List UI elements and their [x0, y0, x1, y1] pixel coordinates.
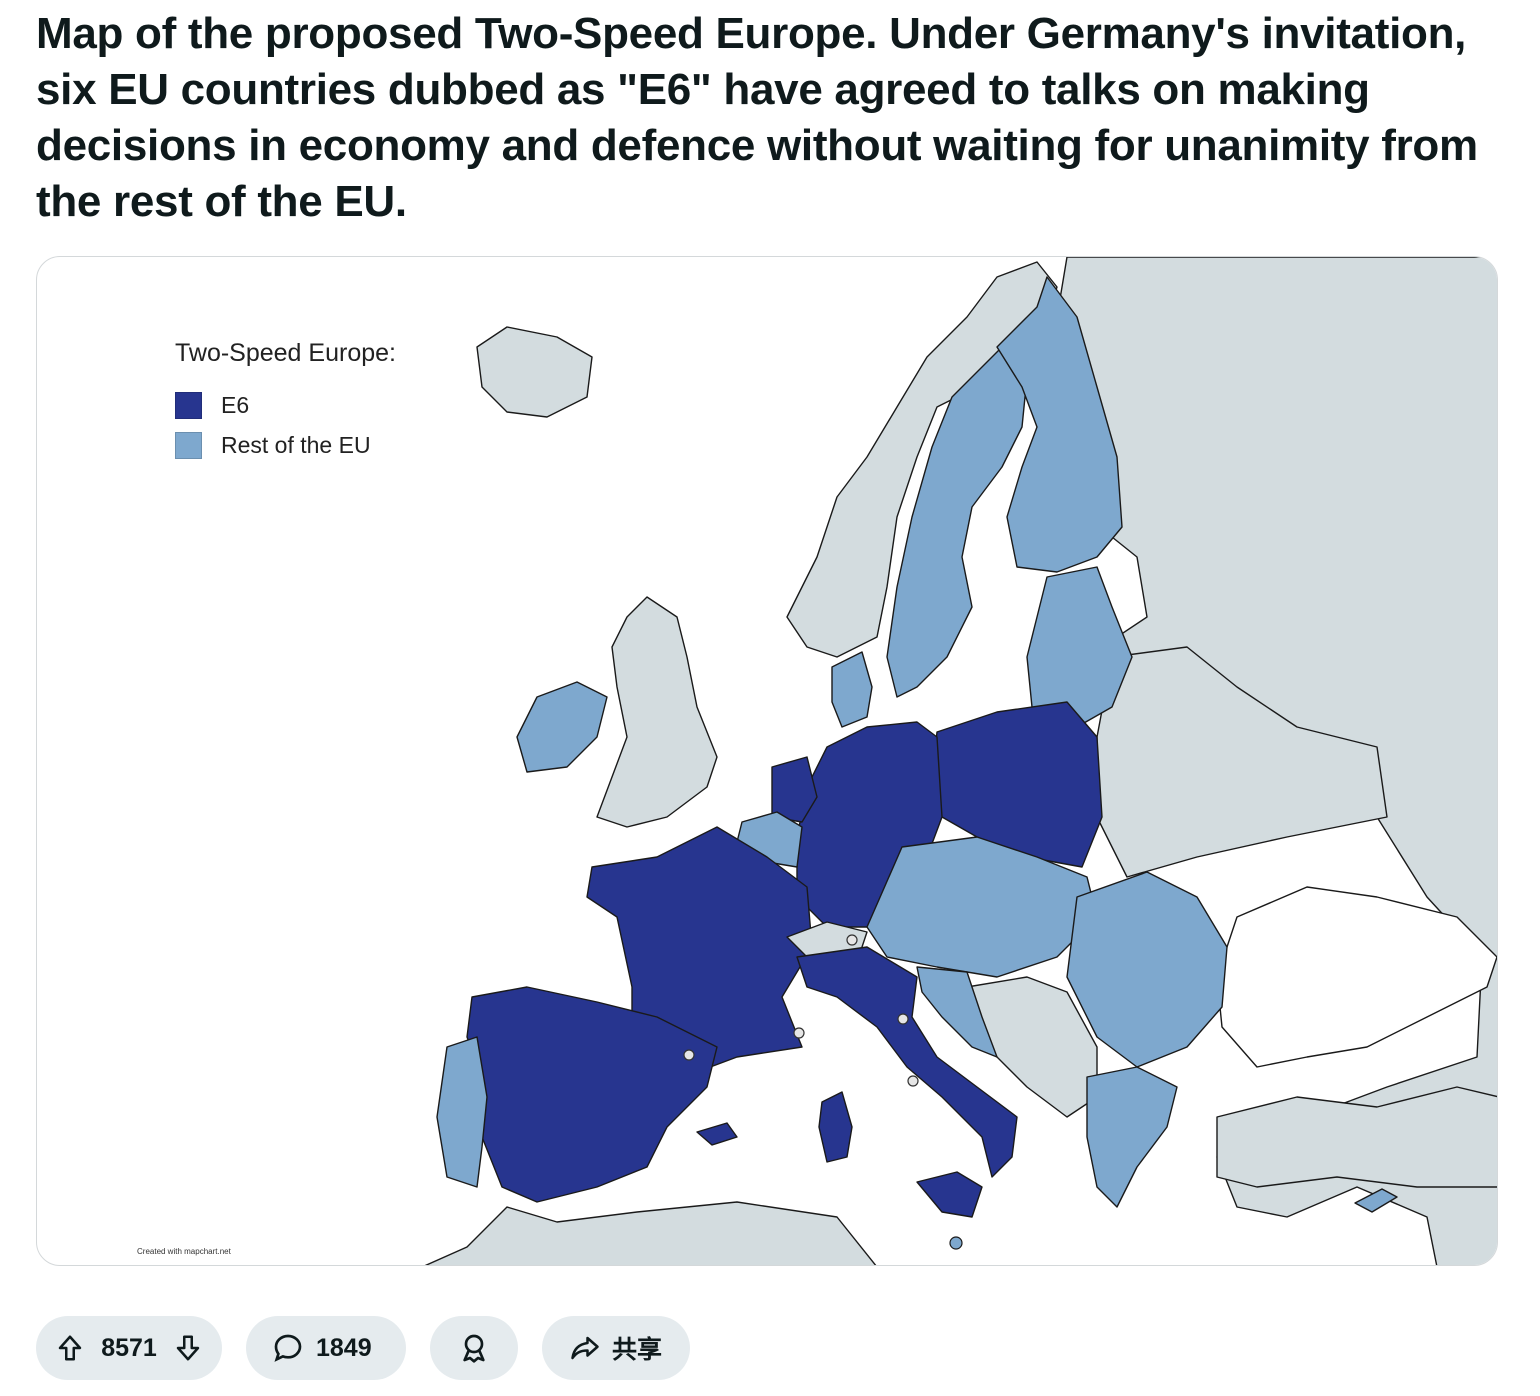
europe-map — [424, 257, 1497, 1265]
turkey-region — [1216, 1086, 1497, 1188]
upvote-count: 8571 — [101, 1333, 157, 1362]
post-image[interactable]: Two-Speed Europe: E6 Rest of the EU Crea… — [36, 256, 1498, 1266]
sardinia-region — [818, 1091, 853, 1163]
legend-item-e6: E6 — [175, 385, 396, 425]
netherlands-region — [771, 756, 818, 823]
map-credit: Created with mapchart.net — [137, 1247, 231, 1256]
comments-button[interactable]: 1849 — [246, 1316, 406, 1380]
cyprus-region — [1354, 1188, 1398, 1213]
denmark-region — [831, 651, 873, 728]
share-button[interactable]: 共享 — [542, 1316, 690, 1380]
balearic-region — [696, 1122, 738, 1146]
share-icon — [571, 1336, 599, 1360]
finland-region — [996, 276, 1123, 573]
upvote-button[interactable] — [52, 1328, 88, 1368]
north-africa-region — [424, 1201, 877, 1265]
sweden-region — [886, 336, 1028, 698]
legend-item-rest: Rest of the EU — [175, 425, 396, 465]
city-dot — [907, 1075, 919, 1087]
france-region — [586, 826, 813, 1073]
central-eu-region — [866, 836, 1098, 978]
ukraine-region — [1216, 886, 1497, 1068]
arrow-up-icon — [58, 1335, 82, 1361]
sicily-region — [916, 1171, 983, 1218]
legend-swatch-rest — [175, 431, 202, 459]
portugal-region — [436, 1036, 488, 1188]
legend-label-e6: E6 — [221, 391, 250, 418]
croatia-region — [916, 966, 998, 1058]
legend-title: Two-Speed Europe: — [175, 339, 396, 367]
city-dot — [683, 1049, 695, 1061]
city-dot — [793, 1027, 805, 1039]
city-dot — [897, 1013, 909, 1025]
share-label: 共享 — [612, 1336, 663, 1364]
iceland-region — [476, 326, 593, 418]
award-icon — [463, 1334, 485, 1363]
vote-bar: 8571 — [36, 1316, 222, 1380]
comment-icon — [274, 1334, 302, 1362]
city-dot — [846, 934, 858, 946]
award-button[interactable] — [430, 1316, 518, 1380]
greece-region — [1086, 1066, 1178, 1208]
great-britain-region — [596, 596, 718, 828]
comment-count: 1849 — [316, 1333, 372, 1362]
downvote-button[interactable] — [170, 1328, 206, 1368]
ireland-region — [516, 681, 608, 773]
legend-label-rest: Rest of the EU — [221, 431, 371, 458]
post-actions: 8571 1849 共享 — [36, 1316, 690, 1380]
romania-bulgaria-region — [1066, 871, 1228, 1068]
legend-swatch-e6 — [175, 391, 202, 419]
baltics-region — [1026, 566, 1133, 728]
map-legend: Two-Speed Europe: E6 Rest of the EU — [175, 337, 396, 465]
arrow-down-icon — [176, 1335, 200, 1361]
italy-region — [796, 946, 1018, 1178]
malta-dot — [949, 1236, 963, 1250]
post-title: Map of the proposed Two-Speed Europe. Un… — [36, 9, 1478, 226]
